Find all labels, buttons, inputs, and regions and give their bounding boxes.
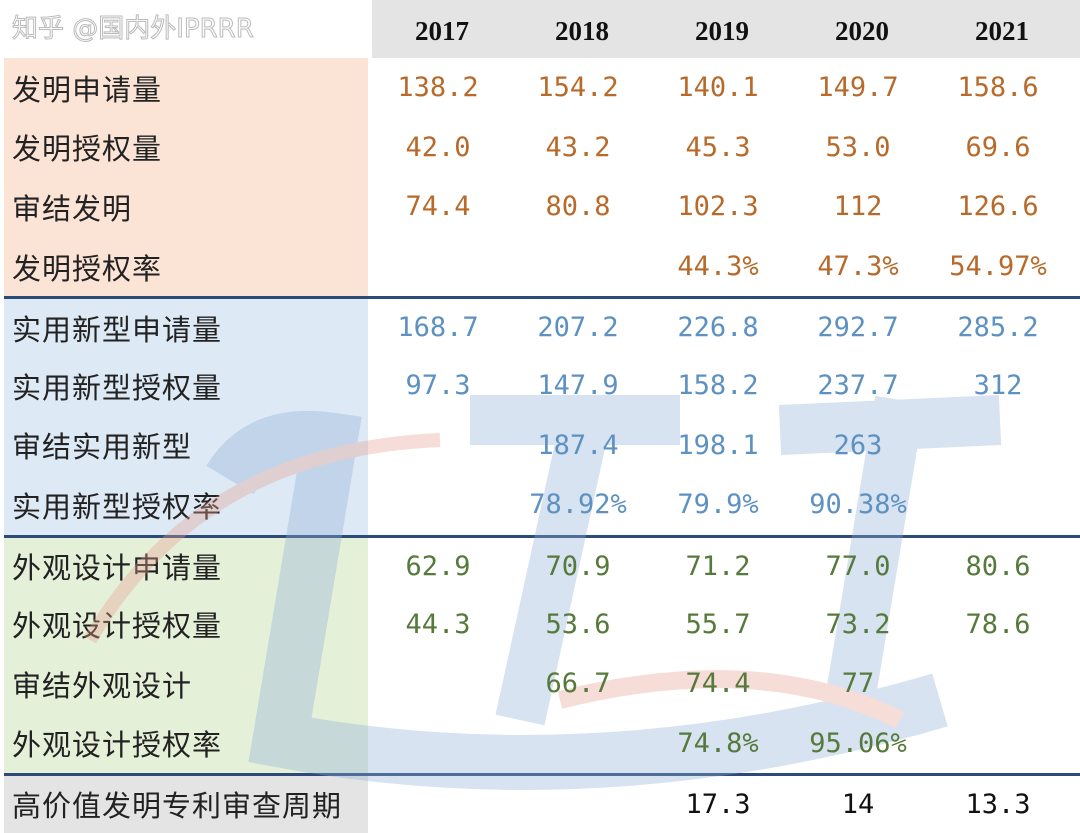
value-cell: 54.97% [949,251,1047,283]
year-2018: 2018 [555,16,609,46]
table-row: 审结发明 74.4 80.8 102.3 112 126.6 [0,177,1080,237]
value-cell: 158.2 [677,370,759,402]
value-cell: 285.2 [957,312,1039,344]
section-divider [4,773,1080,777]
value-cell: 74.4 [685,668,751,700]
year-2017: 2017 [415,16,469,46]
value-cell: 126.6 [957,191,1039,223]
table-row: 外观设计授权量 44.3 53.6 55.7 73.2 78.6 [0,594,1080,654]
row-label: 高价值发明专利审查周期 [4,776,368,833]
value-cell: 47.3% [817,251,899,283]
row-label: 实用新型授权率 [4,475,368,535]
value-cell: 198.1 [677,429,759,461]
row-label: 外观设计授权量 [4,594,368,654]
section-design: 外观设计申请量 62.9 70.9 71.2 77.0 80.6 外观设计授权量 44.3 53… [0,537,1080,774]
row-label: 审结实用新型 [4,415,368,476]
value-cell: 53.6 [545,608,611,640]
table-row: 发明授权率 44.3% 47.3% 54.97% [0,236,1080,297]
row-label: 实用新型授权量 [4,355,368,416]
value-cell: 45.3 [685,131,751,163]
year-2019: 2019 [695,16,749,46]
value-cell: 78.6 [965,608,1031,640]
table-row: 发明授权量 42.0 43.2 45.3 53.0 69.6 [0,117,1080,178]
value-cell: 138.2 [397,72,479,104]
table-row: 实用新型授权率 78.92% 79.9% 90.38% [0,475,1080,535]
row-label: 发明申请量 [4,58,368,118]
value-cell: 79.9% [677,489,759,521]
row-label: 发明授权量 [4,117,368,178]
row-label: 审结发明 [4,177,368,237]
table-row: 实用新型授权量 97.3 147.9 158.2 237.7 312 [0,355,1080,416]
value-cell: 78.92% [529,489,627,521]
value-cell: 226.8 [677,312,759,344]
value-cell: 112 [833,191,883,223]
table-row: 实用新型申请量 168.7 207.2 226.8 292.7 285.2 [0,299,1080,356]
table-row: 发明申请量 138.2 154.2 140.1 149.7 158.6 [0,58,1080,118]
value-cell: 44.3% [677,251,759,283]
watermark-text: 知乎 @国内外IPRRR [12,14,255,45]
value-cell: 66.7 [545,668,611,700]
row-label: 外观设计授权率 [4,713,368,774]
value-cell: 55.7 [685,608,751,640]
table-row: 高价值发明专利审查周期 17.3 14 13.3 [0,776,1080,833]
value-cell: 62.9 [405,550,471,582]
value-cell: 147.9 [537,370,619,402]
value-cell: 168.7 [397,312,479,344]
section-divider [4,534,1080,538]
value-cell: 80.6 [965,550,1031,582]
patent-stats-table: 发明申请量 138.2 154.2 140.1 149.7 158.6 发明授权量 42.0 4… [0,58,1080,833]
value-cell: 97.3 [405,370,471,402]
section-review-cycle: 高价值发明专利审查周期 17.3 14 13.3 [0,776,1080,833]
value-cell: 69.6 [965,131,1031,163]
section-invention: 发明申请量 138.2 154.2 140.1 149.7 158.6 发明授权量 42.0 4… [0,58,1080,297]
value-cell: 43.2 [545,131,611,163]
year-2020: 2020 [835,16,889,46]
row-label: 审结外观设计 [4,653,368,714]
value-cell: 70.9 [545,550,611,582]
value-cell: 149.7 [817,72,899,104]
value-cell: 74.8% [677,727,759,759]
value-cell: 80.8 [545,191,611,223]
value-cell: 158.6 [957,72,1039,104]
value-cell: 42.0 [405,131,471,163]
value-cell: 263 [833,429,883,461]
value-cell: 74.4 [405,191,471,223]
value-cell: 95.06% [809,727,907,759]
table-row: 外观设计申请量 62.9 70.9 71.2 77.0 80.6 [0,537,1080,595]
value-cell: 140.1 [677,72,759,104]
section-utility-model: 实用新型申请量 168.7 207.2 226.8 292.7 285.2 实用新型授权量 9… [0,299,1080,535]
value-cell: 237.7 [817,370,899,402]
row-label: 外观设计申请量 [4,537,368,595]
value-cell: 312 [973,370,1023,402]
value-cell: 207.2 [537,312,619,344]
value-cell: 102.3 [677,191,759,223]
value-cell: 13.3 [965,788,1031,820]
table-row: 外观设计授权率 74.8% 95.06% [0,713,1080,774]
row-label: 发明授权率 [4,236,368,297]
value-cell: 187.4 [537,429,619,461]
table-row: 审结外观设计 66.7 74.4 77 [0,653,1080,714]
row-label: 实用新型申请量 [4,299,368,356]
table-row: 审结实用新型 187.4 198.1 263 [0,415,1080,476]
section-divider [4,296,1080,300]
value-cell: 14 [841,788,875,820]
year-header: 2017 2018 2019 2020 2021 [372,0,1080,58]
value-cell: 90.38% [809,489,907,521]
value-cell: 73.2 [825,608,891,640]
value-cell: 17.3 [685,788,751,820]
value-cell: 44.3 [405,608,471,640]
value-cell: 77 [841,668,875,700]
value-cell: 53.0 [825,131,891,163]
value-cell: 292.7 [817,312,899,344]
value-cell: 71.2 [685,550,751,582]
value-cell: 77.0 [825,550,891,582]
value-cell: 154.2 [537,72,619,104]
year-2021: 2021 [975,16,1029,46]
